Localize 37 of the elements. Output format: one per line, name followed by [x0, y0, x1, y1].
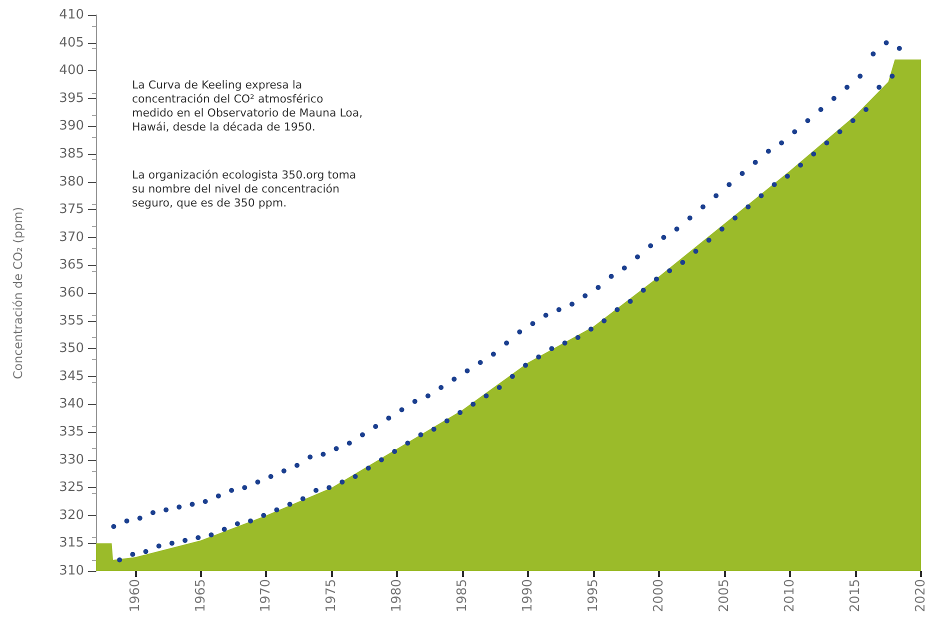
x-tick-label: 1995	[586, 579, 602, 612]
x-tick-label: 1970	[258, 579, 274, 612]
y-tick-label: 320	[59, 508, 84, 523]
x-tick-label: 1990	[520, 579, 536, 612]
y-tick-label: 395	[59, 90, 84, 106]
x-tick-label: 2010	[782, 579, 798, 612]
annotation: La organización ecologista 350.org toma su nombre del nivel de concentración seguro, que es de 350 ppm.	[132, 168, 356, 210]
x-tick-label: 2005	[717, 579, 732, 612]
x-tick-label: 1975	[324, 579, 340, 612]
y-tick-label: 360	[59, 286, 84, 300]
y-tick-label: 405	[59, 35, 84, 50]
y-tick-label: 325	[59, 480, 84, 496]
y-tick-label: 350	[59, 341, 84, 356]
annotation: La Curva de Keeling expresa la concentración del CO² atmosférico medido en el Observatorio de Mauna Loa, Hawái, desde la década de 1950.	[132, 78, 363, 134]
y-tick-label: 315	[59, 536, 84, 551]
y-tick-label: 330	[59, 452, 84, 468]
y-tick-label: 370	[59, 230, 84, 245]
x-tick-label: 1965	[193, 579, 208, 612]
y-tick-label: 310	[59, 564, 84, 578]
y-axis-title: Concentración de CO₂ (ppm)	[11, 206, 25, 380]
x-tick-label: 1960	[128, 579, 143, 612]
y-tick-label: 400	[59, 63, 84, 78]
y-tick-label: 355	[59, 313, 84, 328]
x-tick-label: 2000	[652, 579, 667, 612]
y-tick-label: 380	[59, 174, 84, 190]
y-tick-label: 345	[59, 368, 84, 384]
y-tick-label: 390	[59, 118, 84, 134]
x-tick-label: 2020	[914, 579, 928, 612]
y-tick-label: 365	[59, 258, 84, 273]
y-tick-label: 385	[59, 146, 84, 162]
y-tick-label: 340	[59, 396, 84, 412]
y-tick-label: 410	[59, 8, 84, 22]
y-tick-label: 335	[59, 424, 84, 440]
x-tick-label: 1980	[390, 579, 405, 612]
x-tick-label: 2015	[848, 579, 864, 612]
x-tick-label: 1985	[455, 579, 470, 612]
y-tick-label: 375	[59, 202, 84, 218]
